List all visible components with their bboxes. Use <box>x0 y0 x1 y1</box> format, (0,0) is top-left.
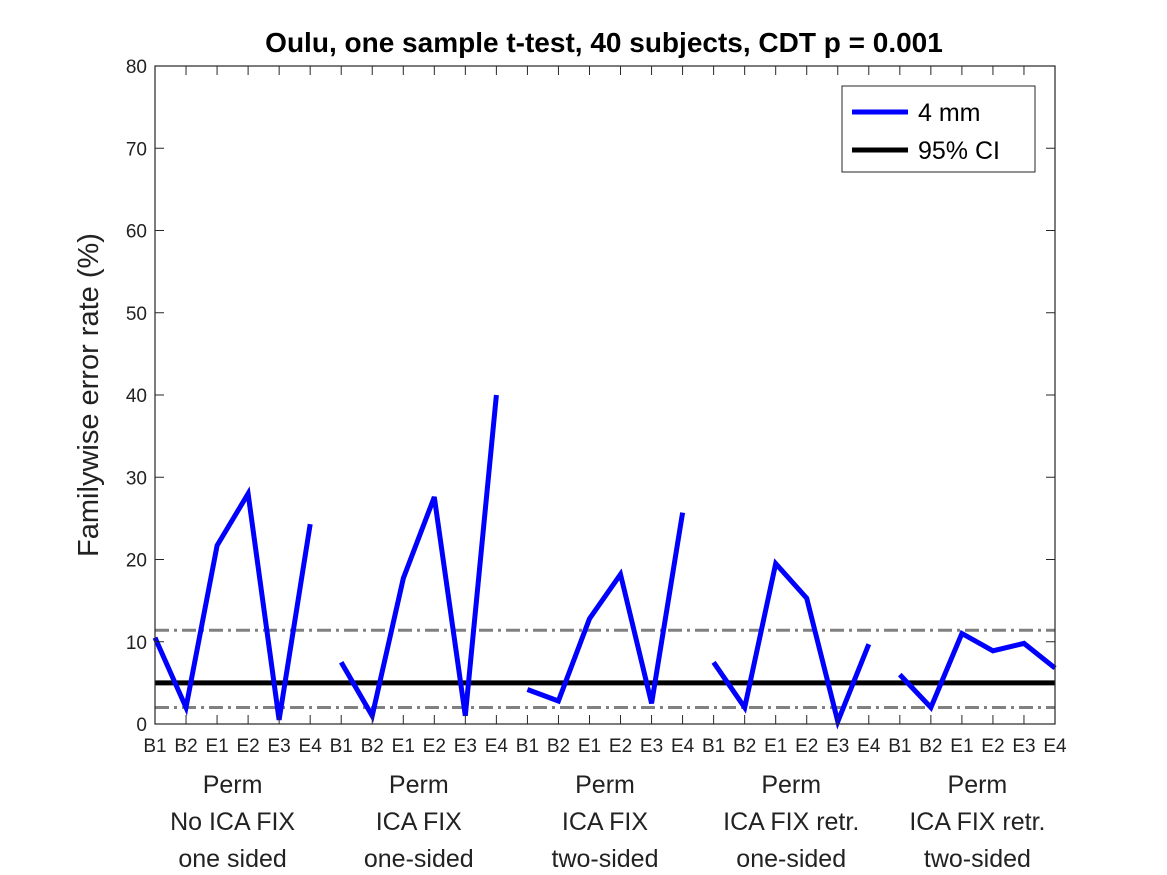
group-label-5-line-2: ICA FIX retr. <box>909 808 1045 836</box>
group-label-4-line-3: one-sided <box>736 845 846 873</box>
series-line-group-4 <box>711 558 872 730</box>
x-tick-label: E1 <box>205 736 228 757</box>
x-tick-label: B2 <box>361 736 384 757</box>
x-tick-label: E2 <box>236 736 259 757</box>
x-tick-label: B1 <box>143 736 166 757</box>
x-tick-label: E3 <box>454 736 477 757</box>
x-axis-ticks: B1 B2 E1 E2 E3 E4 B1 B2 E1 E2 E3 E4 B1 B2 E1 E2 E3 E4 B1 B2… <box>143 66 1067 757</box>
series-line-group-5 <box>897 629 1057 713</box>
x-tick-label: B2 <box>547 736 570 757</box>
y-tick-label: 30 <box>126 468 147 489</box>
x-tick-label: E2 <box>423 736 446 757</box>
y-tick-label: 10 <box>126 633 147 654</box>
group-label-3-line-2: ICA FIX <box>562 808 648 836</box>
legend: 4 mm 95% CI <box>841 85 1036 173</box>
x-tick-label: E1 <box>764 736 787 757</box>
group-label-3-line-1: Perm <box>575 771 635 799</box>
legend-label-4mm: 4 mm <box>918 99 981 127</box>
group-label-2-line-2: ICA FIX <box>376 808 462 836</box>
x-tick-label: E2 <box>795 736 818 757</box>
x-tick-label: E4 <box>299 736 323 757</box>
group-label-2-line-3: one-sided <box>364 845 474 873</box>
x-tick-label: E3 <box>268 736 291 757</box>
group-label-5-line-3: two-sided <box>924 845 1031 873</box>
group-labels: Perm No ICA FIX one sided Perm ICA FIX one-si… <box>170 771 1045 873</box>
legend-box <box>841 85 1036 173</box>
x-tick-label: B1 <box>330 736 353 757</box>
y-tick-label: 50 <box>126 304 147 325</box>
x-tick-label: E4 <box>671 736 695 757</box>
group-label-3-line-3: two-sided <box>552 845 659 873</box>
y-tick-label: 20 <box>126 551 147 572</box>
y-tick-label: 80 <box>126 57 147 78</box>
series-line-group-1 <box>152 486 313 721</box>
x-tick-label: B2 <box>919 736 942 757</box>
y-tick-label: 70 <box>126 139 147 160</box>
series-line-group-2 <box>339 394 499 723</box>
series-layer <box>152 394 1057 730</box>
x-tick-label: B2 <box>733 736 756 757</box>
x-tick-label: E3 <box>640 736 663 757</box>
y-tick-label: 60 <box>126 222 147 243</box>
x-tick-label: E4 <box>857 736 881 757</box>
group-label-2-line-1: Perm <box>389 771 449 799</box>
group-label-1-line-2: No ICA FIX <box>170 808 295 836</box>
legend-label-ci: 95% CI <box>918 137 1000 165</box>
x-tick-label: E2 <box>981 736 1004 757</box>
y-tick-label: 40 <box>126 386 147 407</box>
x-tick-label: B1 <box>516 736 539 757</box>
group-label-4-line-2: ICA FIX retr. <box>723 808 859 836</box>
x-tick-label: E4 <box>485 736 509 757</box>
group-label-1-line-1: Perm <box>203 771 263 799</box>
x-tick-label: E2 <box>609 736 632 757</box>
y-tick-label: 0 <box>136 715 147 736</box>
series-line-group-3 <box>526 512 686 705</box>
group-label-1-line-3: one sided <box>178 845 286 873</box>
group-label-5-line-1: Perm <box>948 771 1008 799</box>
x-tick-label: B1 <box>702 736 725 757</box>
group-label-4-line-1: Perm <box>761 771 821 799</box>
chart-title: Oulu, one sample t-test, 40 subjects, CD… <box>265 27 943 58</box>
x-tick-label: E1 <box>950 736 973 757</box>
y-axis-label: Familywise error rate (%) <box>73 233 105 557</box>
x-tick-label: B2 <box>174 736 197 757</box>
y-axis-ticks: 0 10 20 30 40 50 60 70 80 <box>126 57 1055 736</box>
x-tick-label: E3 <box>1012 736 1035 757</box>
x-tick-label: E3 <box>826 736 849 757</box>
x-tick-label: B1 <box>888 736 911 757</box>
x-tick-label: E1 <box>392 736 415 757</box>
x-tick-label: E1 <box>578 736 601 757</box>
x-tick-label: E4 <box>1043 736 1067 757</box>
